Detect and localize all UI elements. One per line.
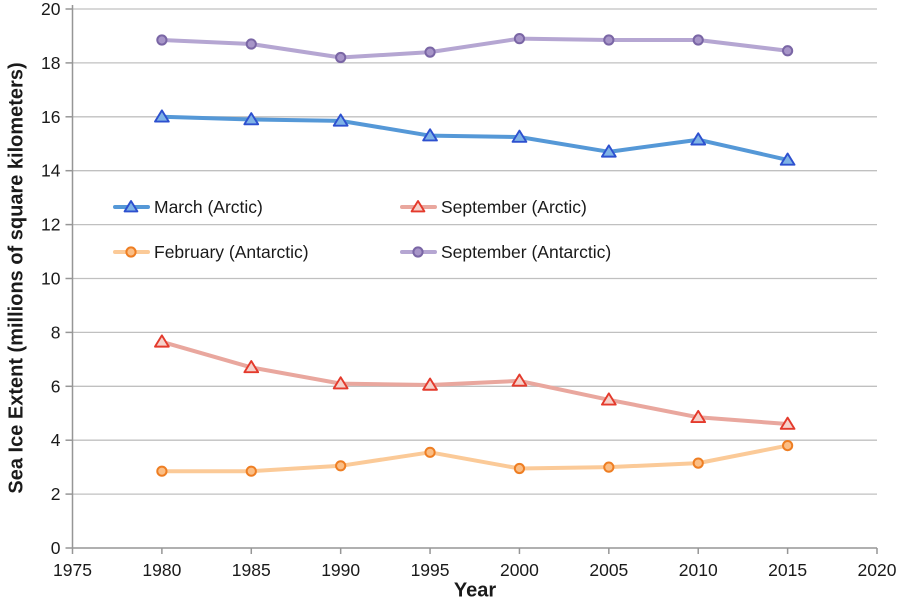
- marker-february-antarctic-1990: [335, 460, 347, 472]
- x-tick-label-1985: 1985: [232, 560, 271, 580]
- y-axis-title: Sea Ice Extent (millions of square kilom…: [5, 62, 28, 494]
- legend-marker-circle: [125, 246, 137, 258]
- line-february-antarctic: [159, 443, 790, 474]
- y-tick-label-14: 14: [41, 161, 61, 181]
- marker-september-antarctic-2010: [692, 34, 704, 46]
- marker-march-arctic-2015: [779, 152, 796, 166]
- y-tick-label-18: 18: [41, 53, 60, 73]
- legend-item-february-antarctic: February (Antarctic): [113, 242, 309, 262]
- x-tick-label-2010: 2010: [679, 560, 718, 580]
- marker-september-antarctic-2015: [782, 45, 794, 57]
- marker-september-arctic-2000: [511, 373, 528, 387]
- marker-february-antarctic-1985: [245, 465, 257, 477]
- marker-september-arctic-1985: [243, 360, 260, 374]
- x-tick-label-1975: 1975: [53, 560, 92, 580]
- marker-september-arctic-2015: [779, 416, 796, 430]
- marker-march-arctic-2000: [511, 129, 528, 143]
- legend-label: March (Arctic): [154, 197, 263, 217]
- x-tick-label-1990: 1990: [321, 560, 360, 580]
- line-september-arctic: [159, 339, 790, 427]
- marker-september-antarctic-2005: [603, 34, 615, 46]
- line-september-antarctic: [159, 36, 790, 60]
- marker-september-antarctic-1985: [245, 38, 257, 50]
- marker-september-antarctic-1980: [156, 34, 168, 46]
- line-march-arctic: [159, 114, 790, 162]
- marker-september-arctic-1995: [422, 377, 438, 391]
- y-tick-label-10: 10: [41, 269, 61, 289]
- x-tick-label-2020: 2020: [858, 560, 897, 580]
- marker-september-arctic-1990: [332, 376, 349, 390]
- legend-item-march-arctic: March (Arctic): [113, 197, 263, 217]
- marker-march-arctic-2010: [690, 132, 707, 146]
- legend-marker-triangle: [123, 200, 139, 213]
- y-tick-label-12: 12: [41, 215, 60, 235]
- legend-label: February (Antarctic): [154, 242, 309, 262]
- x-axis-title: Year: [453, 579, 497, 602]
- marker-september-antarctic-1995: [424, 46, 436, 58]
- marker-march-arctic-1980: [154, 109, 170, 123]
- legend-marker-triangle: [410, 200, 426, 213]
- marker-february-antarctic-1995: [424, 446, 436, 458]
- y-tick-label-4: 4: [51, 430, 61, 450]
- y-tick-label-20: 20: [41, 0, 61, 19]
- marker-february-antarctic-2010: [692, 457, 704, 469]
- marker-september-arctic-1980: [154, 334, 170, 348]
- marker-march-arctic-1995: [422, 128, 438, 142]
- y-tick-label-16: 16: [41, 107, 60, 127]
- marker-march-arctic-2005: [600, 144, 617, 158]
- legend-item-september-arctic: September (Arctic): [400, 197, 587, 217]
- marker-february-antarctic-2000: [513, 462, 526, 475]
- x-tick-label-2005: 2005: [589, 560, 628, 580]
- y-tick-label-0: 0: [51, 538, 61, 558]
- legend-label: September (Antarctic): [441, 242, 611, 262]
- y-tick-label-2: 2: [51, 484, 61, 504]
- x-tick-label-2015: 2015: [768, 560, 807, 580]
- legend-item-september-antarctic: September (Antarctic): [400, 242, 611, 262]
- y-tick-label-8: 8: [51, 322, 61, 342]
- y-tick-label-6: 6: [51, 376, 61, 396]
- marker-march-arctic-1990: [332, 113, 349, 127]
- marker-september-arctic-2005: [600, 392, 617, 406]
- marker-february-antarctic-1980: [156, 465, 168, 477]
- marker-september-arctic-2010: [690, 409, 707, 424]
- x-tick-label-1980: 1980: [142, 560, 181, 580]
- legend-label: September (Arctic): [441, 197, 587, 217]
- marker-september-antarctic-2000: [513, 33, 526, 45]
- marker-march-arctic-1985: [243, 112, 260, 126]
- x-tick-label-1995: 1995: [411, 560, 450, 580]
- x-tick-label-2000: 2000: [500, 560, 539, 580]
- marker-september-antarctic-1990: [335, 51, 347, 64]
- legend-marker-circle: [412, 246, 424, 258]
- marker-february-antarctic-2015: [782, 439, 794, 452]
- marker-february-antarctic-2005: [603, 461, 615, 473]
